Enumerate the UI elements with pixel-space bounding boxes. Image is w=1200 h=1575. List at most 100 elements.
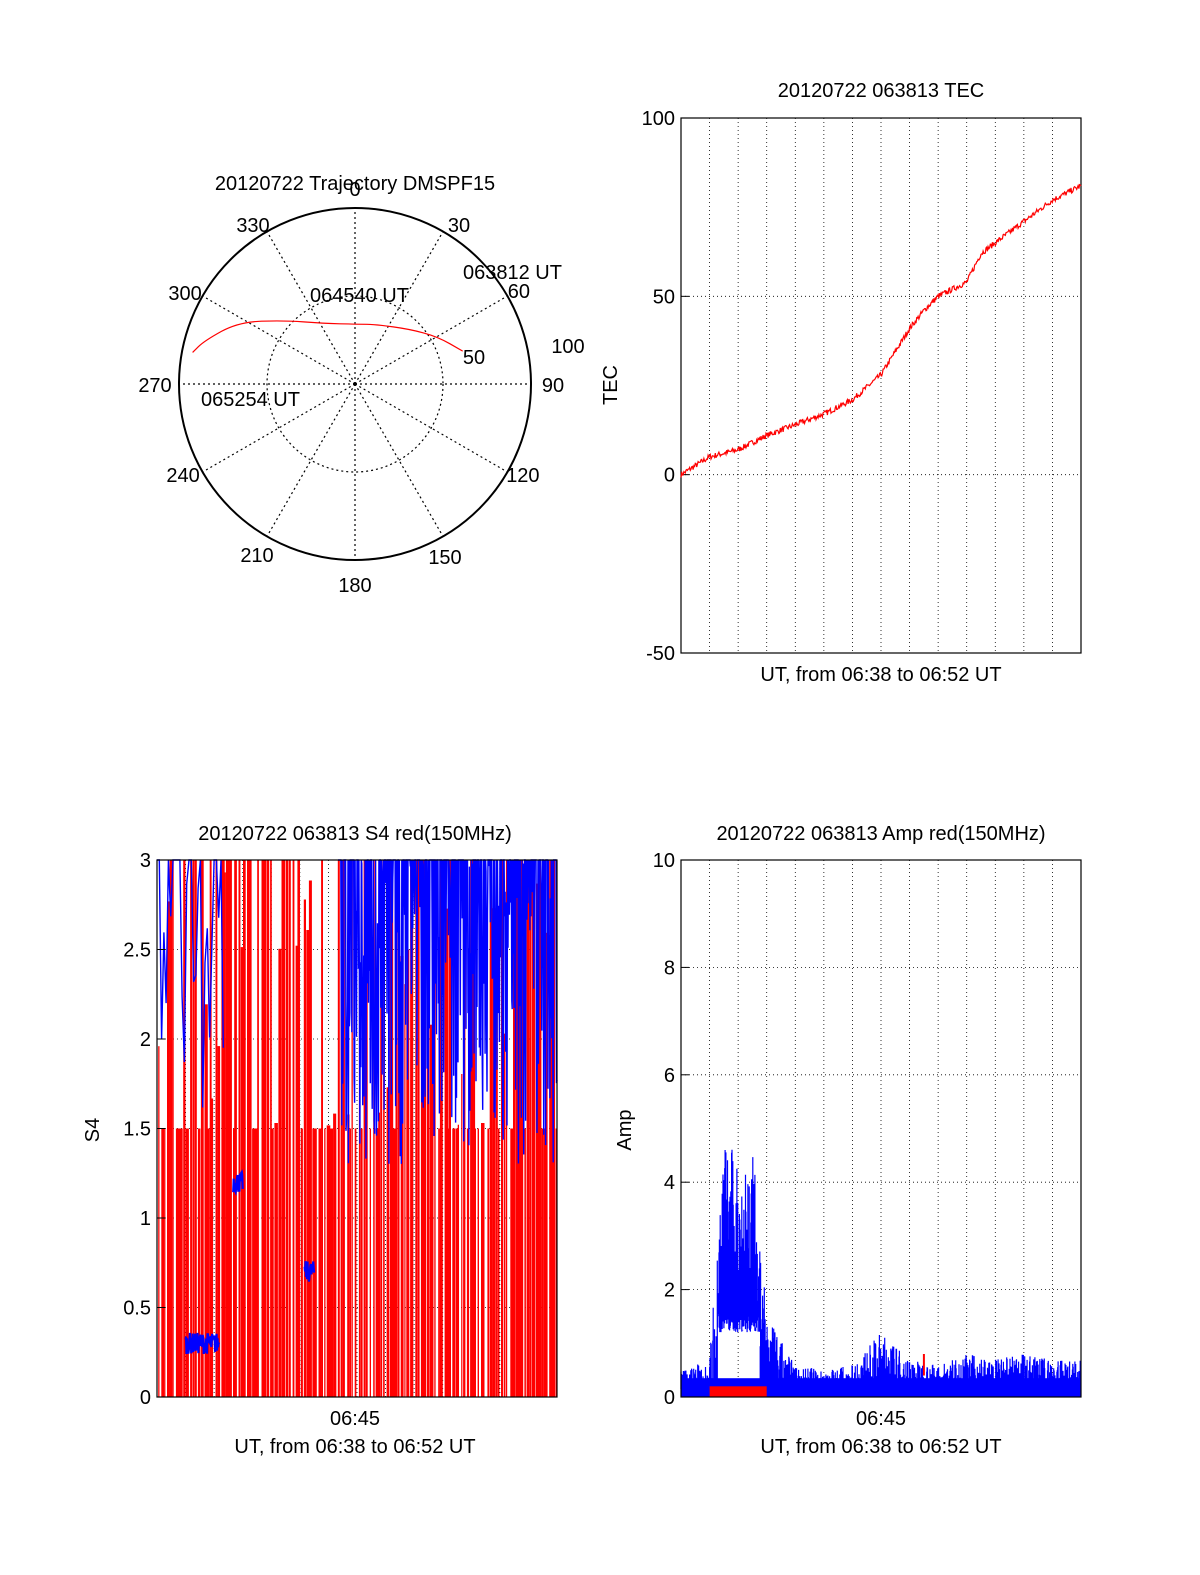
amp-ytick-0: 0	[664, 1387, 675, 1409]
polar-angle-label-60: 60	[508, 281, 530, 303]
s4-red-spike	[234, 860, 237, 1397]
s4-ytick-1: 1	[140, 1208, 151, 1230]
s4-red-spike	[340, 860, 343, 1397]
s4-red-spike	[266, 860, 270, 1397]
s4-red-spike	[326, 1125, 331, 1397]
s4-red-spike	[513, 860, 516, 1397]
s4-red-spike	[477, 1128, 479, 1397]
s4-red-spike	[347, 1114, 350, 1397]
s4-ytick-2.5: 2.5	[123, 940, 151, 962]
polar-spoke-120	[354, 383, 508, 473]
s4-red-spike	[429, 1024, 434, 1397]
s4-ytick-2: 2	[140, 1029, 151, 1051]
s4-red-spike	[510, 1128, 514, 1397]
s4-red-spike	[169, 860, 173, 1397]
s4-red-spike	[501, 860, 504, 1397]
s4-ylabel: S4	[82, 1118, 104, 1142]
s4-red-spike	[215, 860, 218, 1397]
polar-radius-label-100: 100	[551, 336, 584, 358]
s4-red-spike	[544, 1128, 547, 1397]
s4-red-spike	[555, 1128, 557, 1397]
s4-red-spike	[444, 908, 449, 1397]
s4-xlabel: UT, from 06:38 to 06:52 UT	[234, 1436, 475, 1458]
s4-red-spike	[185, 1128, 189, 1397]
s4-red-spike	[161, 1128, 164, 1397]
s4-red-spike	[192, 860, 195, 1397]
s4-panel: 20120722 063813 S4 red(150MHz) 0 0.5 1 1.5 2…	[82, 823, 558, 1458]
polar-angle-label-150: 150	[428, 547, 461, 569]
s4-red-spike	[515, 860, 519, 1397]
s4-red-spike	[200, 860, 204, 1397]
s4-red-spike	[448, 860, 451, 1397]
s4-red-spike	[415, 860, 418, 1397]
s4-red-spike	[418, 860, 420, 1397]
s4-xtick-0645: 06:45	[330, 1408, 380, 1430]
s4-y-ticks: 0 0.5 1 1.5 2 2.5 3	[123, 850, 165, 1409]
polar-spoke-240	[202, 383, 356, 473]
tec-ylabel: TEC	[600, 365, 622, 405]
polar-angle-label-210: 210	[240, 545, 273, 567]
polar-trajectory-line	[192, 320, 463, 353]
s4-red-spike	[257, 860, 259, 1397]
s4-red-spike	[274, 1123, 278, 1397]
s4-red-spike	[412, 1128, 414, 1397]
s4-red-spike	[432, 860, 434, 1397]
s4-red-spike	[288, 860, 291, 1397]
s4-red-spike	[324, 1128, 326, 1397]
s4-blue-segment-1	[232, 1169, 244, 1197]
tec-title: 20120722 063813 TEC	[778, 80, 984, 102]
s4-red-spike	[392, 1128, 397, 1397]
s4-red-spike	[351, 860, 353, 1397]
polar-spoke-150	[354, 383, 444, 537]
s4-red-spike	[439, 860, 443, 1397]
s4-red-spike	[271, 1128, 274, 1397]
amp-plot-frame	[680, 859, 1082, 1398]
s4-blue-segment-0	[184, 1332, 220, 1355]
polar-title: 20120722 Trajectory DMSPF15	[215, 173, 495, 195]
tec-plot-frame	[680, 117, 1082, 654]
s4-red-spike	[503, 1033, 506, 1397]
s4-red-spike	[229, 860, 232, 1397]
s4-red-spike	[283, 860, 286, 1397]
s4-red-spike	[255, 1128, 258, 1397]
polar-annotation-mid: 064540 UT	[310, 285, 409, 307]
tec-ytick-0: 0	[664, 465, 675, 487]
s4-red-spike	[194, 860, 197, 1397]
polar-angle-labels: 0 30 60 90 120 150 180 210 240 270 300 330	[138, 179, 564, 597]
s4-red-spike	[466, 1128, 470, 1397]
s4-red-spike	[318, 1128, 322, 1397]
s4-red-spike	[474, 1128, 476, 1397]
s4-red-spike	[526, 860, 530, 1397]
polar-annotation-start: 063812 UT	[463, 262, 562, 284]
s4-red-spike	[211, 1098, 214, 1397]
s4-ytick-1.5: 1.5	[123, 1119, 151, 1141]
s4-red-spike	[342, 860, 345, 1397]
s4-red-spike	[252, 1128, 256, 1397]
s4-red-spike	[167, 901, 170, 1397]
polar-spoke-210	[266, 383, 356, 537]
s4-red-spike	[420, 860, 424, 1397]
amp-xtick-0645: 06:45	[856, 1408, 906, 1430]
s4-red-spike	[224, 872, 226, 1397]
s4-red-spike	[535, 883, 539, 1397]
amp-ytick-2: 2	[664, 1280, 675, 1302]
s4-red-spike	[209, 860, 212, 1397]
polar-panel: 20120722 Trajectory DMSPF15 0 30 60 90 120 15…	[138, 173, 584, 597]
polar-spoke-330	[266, 231, 356, 385]
s4-red-spike	[197, 1128, 201, 1397]
s4-red-spike	[447, 1128, 450, 1397]
s4-red-spike	[221, 860, 225, 1397]
s4-red-spike	[314, 1128, 317, 1397]
s4-red-spike	[164, 1128, 166, 1397]
amp-blue-baseline	[681, 1378, 1081, 1397]
s4-red-spike	[308, 880, 312, 1397]
polar-radius-label-50: 50	[463, 347, 485, 369]
s4-red-spike	[492, 908, 496, 1397]
s4-red-spike	[452, 1128, 455, 1397]
polar-annotation-end: 065254 UT	[201, 389, 300, 411]
s4-blue-segment-2	[303, 1261, 316, 1282]
s4-red-spike	[204, 1004, 208, 1397]
s4-red-spike	[483, 1128, 485, 1397]
s4-red-spike	[470, 860, 474, 1397]
s4-red-spike	[404, 984, 406, 1397]
